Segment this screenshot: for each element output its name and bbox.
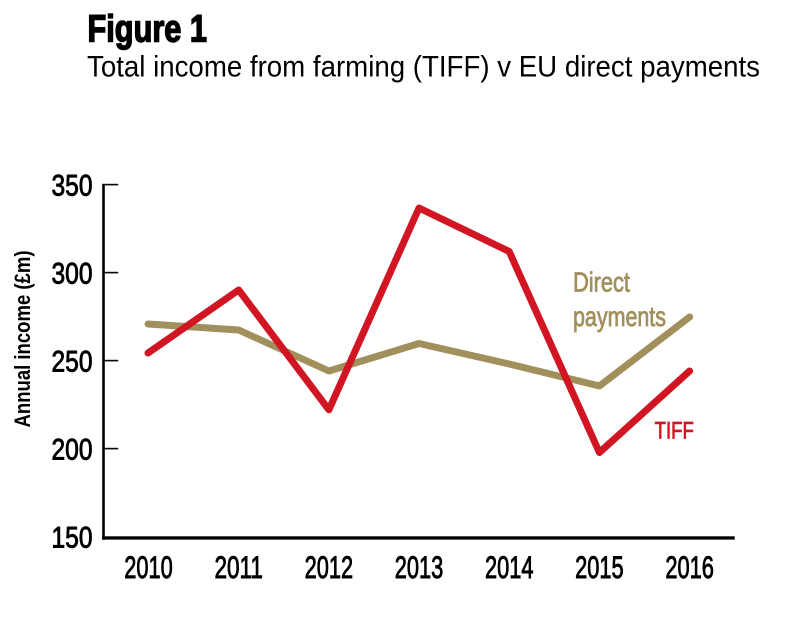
svg-text:Annual income (£m): Annual income (£m) [10,251,35,428]
svg-text:Total income from farming (TIF: Total income from farming (TIFF) v EU di… [87,51,760,84]
svg-text:payments: payments [573,301,666,332]
svg-text:2010: 2010 [124,549,173,585]
svg-text:Figure 1: Figure 1 [88,9,208,51]
svg-text:2012: 2012 [305,549,354,585]
svg-text:2014: 2014 [485,549,534,585]
svg-text:200: 200 [52,433,93,466]
svg-text:TIFF: TIFF [655,418,694,445]
svg-text:2013: 2013 [395,549,444,585]
svg-text:2016: 2016 [665,549,714,585]
svg-text:2011: 2011 [214,549,263,585]
svg-text:Direct: Direct [573,266,630,297]
svg-text:300: 300 [52,257,93,290]
svg-text:2015: 2015 [575,549,624,585]
svg-text:350: 350 [52,169,93,202]
svg-text:150: 150 [52,522,93,555]
svg-text:250: 250 [52,345,93,378]
